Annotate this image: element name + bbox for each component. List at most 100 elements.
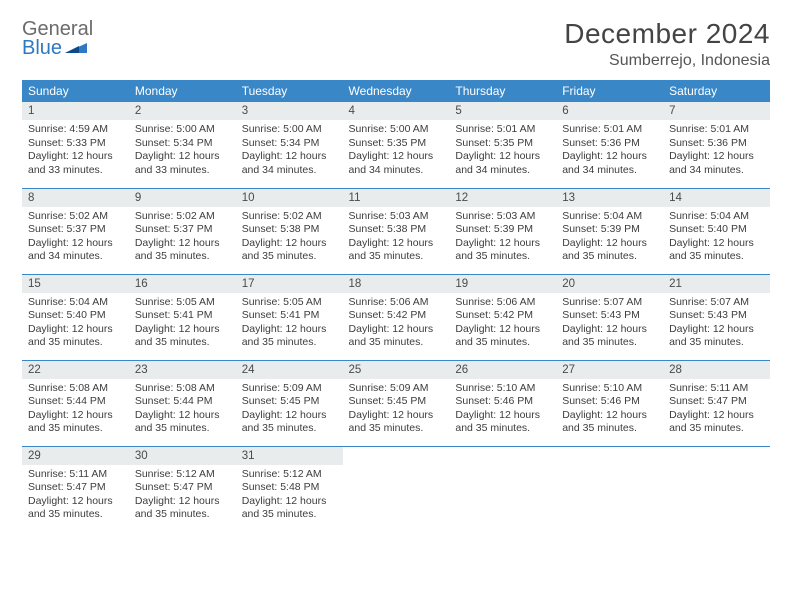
calendar-cell: 9Sunrise: 5:02 AMSunset: 5:37 PMDaylight… [129,188,236,274]
calendar-cell: .. [449,446,556,532]
weekday-header: Tuesday [236,80,343,102]
sunrise-line: Sunrise: 5:04 AM [562,210,657,224]
day-body: Sunrise: 5:01 AMSunset: 5:36 PMDaylight:… [663,120,770,182]
sunset-line: Sunset: 5:38 PM [242,223,337,237]
day-body: Sunrise: 5:05 AMSunset: 5:41 PMDaylight:… [129,293,236,355]
day-number: 13 [556,189,663,207]
calendar-cell: 26Sunrise: 5:10 AMSunset: 5:46 PMDayligh… [449,360,556,446]
sunset-line: Sunset: 5:45 PM [349,395,444,409]
calendar-cell: 18Sunrise: 5:06 AMSunset: 5:42 PMDayligh… [343,274,450,360]
daylight-line: Daylight: 12 hours and 35 minutes. [349,323,444,350]
sunset-line: Sunset: 5:34 PM [135,137,230,151]
calendar-cell: 25Sunrise: 5:09 AMSunset: 5:45 PMDayligh… [343,360,450,446]
weekday-header-row: SundayMondayTuesdayWednesdayThursdayFrid… [22,80,770,102]
calendar-cell: 6Sunrise: 5:01 AMSunset: 5:36 PMDaylight… [556,102,663,188]
day-body: Sunrise: 5:05 AMSunset: 5:41 PMDaylight:… [236,293,343,355]
day-body: Sunrise: 5:08 AMSunset: 5:44 PMDaylight:… [129,379,236,441]
flag-icon [65,39,87,58]
calendar-cell: 2Sunrise: 5:00 AMSunset: 5:34 PMDaylight… [129,102,236,188]
day-body: Sunrise: 5:07 AMSunset: 5:43 PMDaylight:… [663,293,770,355]
sunrise-line: Sunrise: 5:05 AM [242,296,337,310]
sunset-line: Sunset: 5:39 PM [562,223,657,237]
calendar-cell: 23Sunrise: 5:08 AMSunset: 5:44 PMDayligh… [129,360,236,446]
day-number: 28 [663,361,770,379]
sunrise-line: Sunrise: 5:09 AM [242,382,337,396]
calendar-cell: 10Sunrise: 5:02 AMSunset: 5:38 PMDayligh… [236,188,343,274]
daylight-line: Daylight: 12 hours and 35 minutes. [669,323,764,350]
title-block: December 2024 Sumberrejo, Indonesia [564,18,770,70]
day-body: Sunrise: 5:12 AMSunset: 5:48 PMDaylight:… [236,465,343,527]
daylight-line: Daylight: 12 hours and 34 minutes. [455,150,550,177]
day-number: 30 [129,447,236,465]
sunset-line: Sunset: 5:35 PM [455,137,550,151]
sunrise-line: Sunrise: 5:12 AM [242,468,337,482]
day-number: 20 [556,275,663,293]
calendar-cell: 22Sunrise: 5:08 AMSunset: 5:44 PMDayligh… [22,360,129,446]
day-body: Sunrise: 5:00 AMSunset: 5:34 PMDaylight:… [236,120,343,182]
daylight-line: Daylight: 12 hours and 35 minutes. [562,409,657,436]
sunrise-line: Sunrise: 5:08 AM [28,382,123,396]
sunset-line: Sunset: 5:42 PM [455,309,550,323]
sunset-line: Sunset: 5:36 PM [562,137,657,151]
calendar-cell: 15Sunrise: 5:04 AMSunset: 5:40 PMDayligh… [22,274,129,360]
day-number: 29 [22,447,129,465]
calendar-row: 29Sunrise: 5:11 AMSunset: 5:47 PMDayligh… [22,446,770,532]
daylight-line: Daylight: 12 hours and 35 minutes. [562,237,657,264]
sunset-line: Sunset: 5:40 PM [28,309,123,323]
day-number: 26 [449,361,556,379]
day-body: Sunrise: 5:12 AMSunset: 5:47 PMDaylight:… [129,465,236,527]
sunset-line: Sunset: 5:41 PM [135,309,230,323]
sunset-line: Sunset: 5:35 PM [349,137,444,151]
sunrise-line: Sunrise: 5:07 AM [562,296,657,310]
day-number: 27 [556,361,663,379]
sunset-line: Sunset: 5:38 PM [349,223,444,237]
daylight-line: Daylight: 12 hours and 35 minutes. [455,323,550,350]
day-number: 3 [236,102,343,120]
calendar-cell: 8Sunrise: 5:02 AMSunset: 5:37 PMDaylight… [22,188,129,274]
day-body: Sunrise: 5:04 AMSunset: 5:40 PMDaylight:… [663,207,770,269]
sunrise-line: Sunrise: 5:04 AM [669,210,764,224]
daylight-line: Daylight: 12 hours and 33 minutes. [135,150,230,177]
weekday-header: Saturday [663,80,770,102]
day-body: Sunrise: 5:10 AMSunset: 5:46 PMDaylight:… [449,379,556,441]
calendar-cell: 29Sunrise: 5:11 AMSunset: 5:47 PMDayligh… [22,446,129,532]
day-body: Sunrise: 5:07 AMSunset: 5:43 PMDaylight:… [556,293,663,355]
sunrise-line: Sunrise: 5:08 AM [135,382,230,396]
day-body: Sunrise: 5:09 AMSunset: 5:45 PMDaylight:… [343,379,450,441]
day-number: 2 [129,102,236,120]
location-text: Sumberrejo, Indonesia [564,52,770,70]
calendar-row: 22Sunrise: 5:08 AMSunset: 5:44 PMDayligh… [22,360,770,446]
sunrise-line: Sunrise: 5:10 AM [455,382,550,396]
sunrise-line: Sunrise: 4:59 AM [28,123,123,137]
day-number: 5 [449,102,556,120]
day-number: 10 [236,189,343,207]
day-body: Sunrise: 5:03 AMSunset: 5:39 PMDaylight:… [449,207,556,269]
sunset-line: Sunset: 5:47 PM [135,481,230,495]
day-number: 8 [22,189,129,207]
day-body: Sunrise: 5:09 AMSunset: 5:45 PMDaylight:… [236,379,343,441]
day-body: Sunrise: 5:02 AMSunset: 5:38 PMDaylight:… [236,207,343,269]
logo: General Blue [22,20,93,58]
calendar-cell: 19Sunrise: 5:06 AMSunset: 5:42 PMDayligh… [449,274,556,360]
header: General Blue December 2024 Sumberrejo, I… [22,18,770,70]
calendar-cell: 31Sunrise: 5:12 AMSunset: 5:48 PMDayligh… [236,446,343,532]
calendar-cell: .. [663,446,770,532]
day-body: Sunrise: 5:06 AMSunset: 5:42 PMDaylight:… [449,293,556,355]
logo-blue-text: Blue [22,39,62,58]
sunrise-line: Sunrise: 5:01 AM [562,123,657,137]
day-number: 7 [663,102,770,120]
sunset-line: Sunset: 5:46 PM [455,395,550,409]
sunrise-line: Sunrise: 5:02 AM [242,210,337,224]
weekday-header: Sunday [22,80,129,102]
sunrise-line: Sunrise: 5:10 AM [562,382,657,396]
sunset-line: Sunset: 5:48 PM [242,481,337,495]
weekday-header: Friday [556,80,663,102]
day-body: Sunrise: 5:01 AMSunset: 5:36 PMDaylight:… [556,120,663,182]
sunrise-line: Sunrise: 5:01 AM [455,123,550,137]
daylight-line: Daylight: 12 hours and 35 minutes. [669,409,764,436]
daylight-line: Daylight: 12 hours and 35 minutes. [28,409,123,436]
sunset-line: Sunset: 5:42 PM [349,309,444,323]
day-number: 22 [22,361,129,379]
sunrise-line: Sunrise: 5:07 AM [669,296,764,310]
weekday-header: Thursday [449,80,556,102]
